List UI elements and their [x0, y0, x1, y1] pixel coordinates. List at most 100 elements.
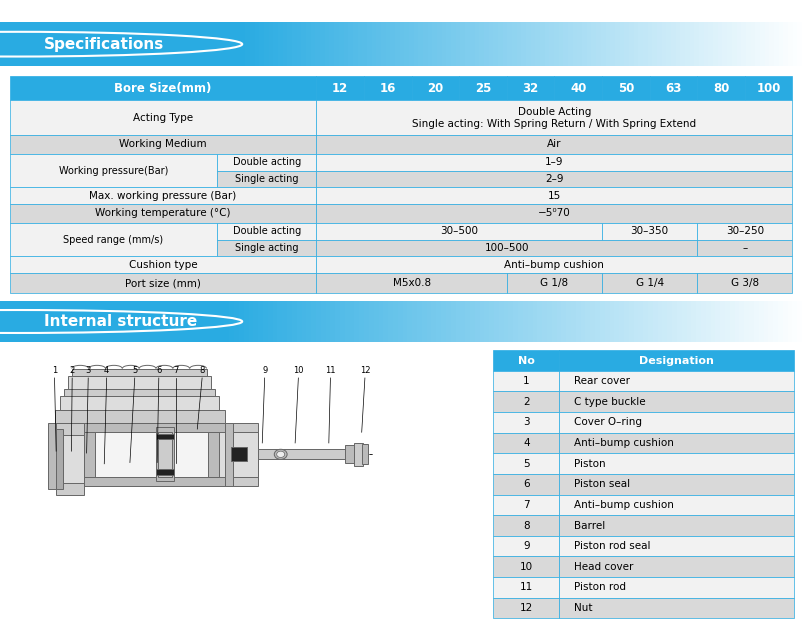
Bar — [697, 223, 792, 240]
Text: 1: 1 — [52, 367, 57, 375]
Text: 9: 9 — [262, 367, 267, 375]
Bar — [560, 474, 794, 495]
Bar — [317, 273, 507, 293]
Bar — [602, 223, 697, 240]
Bar — [557, 301, 562, 342]
Bar — [687, 301, 692, 342]
Bar — [568, 22, 573, 66]
Bar — [545, 22, 550, 66]
Bar — [229, 301, 235, 342]
Bar — [560, 557, 794, 577]
Bar — [60, 396, 219, 410]
Bar — [334, 22, 340, 66]
Bar — [264, 22, 269, 66]
Text: 2: 2 — [70, 367, 75, 375]
Bar — [536, 22, 541, 66]
Bar — [754, 301, 759, 342]
Bar — [446, 301, 452, 342]
Bar — [727, 22, 733, 66]
Text: 32: 32 — [522, 81, 539, 95]
Bar — [317, 135, 792, 154]
Bar — [393, 301, 399, 342]
Bar — [605, 301, 610, 342]
Bar — [217, 223, 317, 240]
Bar — [431, 301, 437, 342]
Bar — [374, 301, 379, 342]
Text: G 1/4: G 1/4 — [635, 278, 664, 288]
Bar — [0, 22, 241, 66]
Text: 63: 63 — [665, 81, 682, 95]
Bar — [602, 76, 650, 100]
Bar — [277, 301, 283, 342]
Bar — [10, 273, 317, 293]
Text: Specifications: Specifications — [44, 37, 164, 52]
Bar — [398, 301, 403, 342]
Bar — [504, 301, 509, 342]
Bar — [493, 598, 560, 618]
Bar — [647, 22, 653, 66]
Bar — [297, 301, 302, 342]
Bar — [259, 22, 265, 66]
Bar — [306, 22, 311, 66]
Bar — [695, 22, 700, 66]
Text: Barrel: Barrel — [574, 521, 606, 531]
Bar — [244, 301, 249, 342]
Text: G 3/8: G 3/8 — [731, 278, 759, 288]
Bar — [233, 432, 258, 477]
Bar — [493, 433, 560, 453]
Bar — [475, 301, 480, 342]
Text: 12: 12 — [520, 603, 533, 613]
Bar — [330, 22, 335, 66]
Bar — [84, 423, 225, 486]
Bar — [697, 76, 745, 100]
Bar — [764, 301, 769, 342]
Bar — [217, 240, 317, 256]
Bar — [571, 301, 577, 342]
Bar — [407, 301, 413, 342]
Bar — [697, 273, 792, 293]
Bar — [316, 301, 322, 342]
Bar — [317, 240, 697, 256]
Text: Single acting: Single acting — [235, 243, 298, 253]
Bar — [759, 301, 764, 342]
Bar — [359, 301, 365, 342]
Text: 12: 12 — [332, 81, 348, 95]
Bar — [419, 22, 423, 66]
Bar — [362, 444, 368, 464]
Text: Piston rod seal: Piston rod seal — [574, 541, 651, 551]
Bar — [479, 22, 484, 66]
Text: Double acting: Double acting — [233, 226, 301, 236]
Bar — [343, 22, 349, 66]
Bar — [745, 76, 792, 100]
Bar — [437, 22, 443, 66]
Text: Bore Size(mm): Bore Size(mm) — [115, 81, 212, 95]
Bar — [321, 301, 326, 342]
Bar — [560, 598, 794, 618]
Bar — [317, 76, 364, 100]
Text: Double acting: Double acting — [233, 157, 301, 167]
Bar — [677, 301, 683, 342]
Bar — [412, 301, 418, 342]
Text: Anti–bump cushion: Anti–bump cushion — [504, 260, 605, 270]
Bar — [345, 445, 354, 463]
Bar — [56, 429, 63, 489]
Bar — [409, 22, 415, 66]
Text: G 1/8: G 1/8 — [541, 278, 569, 288]
Bar — [643, 22, 648, 66]
Bar — [713, 22, 719, 66]
Bar — [156, 427, 174, 481]
Bar — [345, 301, 350, 342]
Bar — [258, 301, 264, 342]
Bar — [606, 22, 611, 66]
Bar — [573, 22, 578, 66]
Bar — [638, 301, 644, 342]
Bar — [547, 301, 553, 342]
Bar — [84, 423, 225, 432]
Bar — [269, 22, 274, 66]
Bar — [208, 432, 219, 477]
Bar — [590, 301, 596, 342]
Bar — [634, 301, 639, 342]
Bar — [667, 301, 673, 342]
Bar — [386, 22, 391, 66]
Bar — [317, 256, 792, 273]
